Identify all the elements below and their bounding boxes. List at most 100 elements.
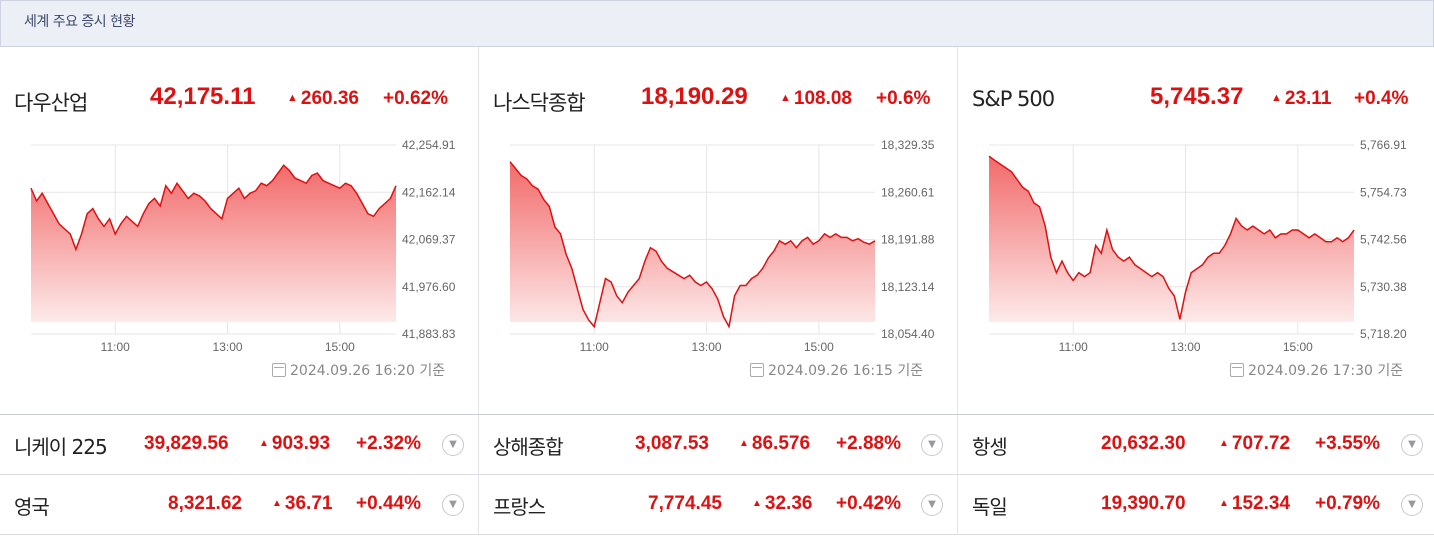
index-percent: +0.44% — [356, 493, 421, 514]
index-value: 3,087.53 — [635, 433, 709, 454]
up-triangle-icon: ▲ — [287, 92, 298, 104]
index-change: ▲ 32.36 — [752, 493, 813, 514]
timestamp: 2024.09.26 16:15 기준 — [750, 360, 923, 380]
series-area — [510, 161, 875, 327]
index-value: 19,390.70 — [1101, 493, 1186, 514]
series-line — [30, 164, 397, 252]
series-line — [988, 155, 1355, 320]
index-change: ▲ 86.576 — [739, 433, 811, 454]
index-panel-dow[interactable]: 다우산업 42,175.11 ▲ 260.36 +0.62% 42,254.91 4… — [0, 47, 479, 414]
up-triangle-icon: ▲ — [1271, 92, 1282, 104]
chevron-down-icon[interactable]: ▼ — [442, 494, 464, 516]
up-triangle-icon: ▲ — [1219, 498, 1229, 509]
x-tick-label: 11:00 — [580, 340, 609, 352]
x-tick-label: 15:00 — [1283, 340, 1313, 352]
calendar-icon — [1230, 363, 1244, 377]
index-percent: +2.88% — [836, 433, 901, 454]
y-tick-label: 42,162.14 — [402, 185, 456, 199]
index-change: ▲ 108.08 — [780, 88, 853, 109]
list-item-hangseng[interactable]: 항셍 20,632.30 ▲ 707.72 +3.55% ▼ — [958, 415, 1434, 475]
page-title: 세계 주요 증시 현황 — [24, 14, 135, 30]
x-tick-label: 15:00 — [325, 340, 355, 352]
calendar-icon — [750, 363, 764, 377]
y-tick-label: 5,718.20 — [1360, 327, 1407, 341]
index-value: 8,321.62 — [168, 493, 242, 514]
index-change: ▲ 152.34 — [1219, 493, 1291, 514]
up-triangle-icon: ▲ — [752, 498, 762, 509]
index-percent: +0.4% — [1354, 88, 1409, 109]
y-tick-label: 5,766.91 — [1360, 138, 1407, 152]
index-percent: +0.79% — [1315, 493, 1380, 514]
index-name: 영국 — [14, 495, 50, 519]
timestamp: 2024.09.26 16:20 기준 — [272, 360, 445, 380]
up-triangle-icon: ▲ — [272, 498, 282, 509]
chevron-down-icon[interactable]: ▼ — [1401, 494, 1423, 516]
y-tick-label: 5,730.38 — [1360, 280, 1407, 294]
index-change: ▲ 260.36 — [287, 88, 360, 109]
y-tick-label: 5,754.73 — [1360, 185, 1407, 199]
page-header: 세계 주요 증시 현황 — [0, 0, 1434, 47]
y-tick-label: 18,123.14 — [881, 280, 935, 294]
index-percent: +2.32% — [356, 433, 421, 454]
up-triangle-icon: ▲ — [780, 92, 791, 104]
up-triangle-icon: ▲ — [1219, 438, 1229, 449]
index-name: 상해종합 — [493, 435, 564, 459]
chevron-down-icon[interactable]: ▼ — [1401, 434, 1423, 456]
index-name: 항셍 — [972, 435, 1008, 459]
chevron-down-icon[interactable]: ▼ — [921, 434, 943, 456]
index-name: 프랑스 — [493, 495, 546, 519]
up-triangle-icon: ▲ — [739, 438, 749, 449]
index-percent: +0.6% — [876, 88, 931, 109]
y-tick-label: 18,054.40 — [881, 327, 935, 341]
series-area — [989, 156, 1354, 322]
index-value: 18,190.29 — [641, 83, 748, 110]
list-item-france[interactable]: 프랑스 7,774.45 ▲ 32.36 +0.42% ▼ — [479, 475, 958, 535]
index-percent: +0.62% — [383, 88, 448, 109]
index-name: S&P 500 — [972, 87, 1055, 111]
index-name: 나스닥종합 — [493, 91, 586, 115]
index-change: ▲ 23.11 — [1271, 88, 1332, 109]
index-value: 42,175.11 — [150, 83, 256, 110]
x-tick-label: 13:00 — [1171, 340, 1201, 352]
index-value: 5,745.37 — [1150, 83, 1244, 110]
y-tick-label: 18,329.35 — [881, 138, 935, 152]
index-chart: 42,254.91 42,162.14 42,069.37 41,976.60 41,8… — [30, 138, 456, 352]
index-name: 니케이 225 — [14, 435, 108, 459]
index-name: 독일 — [972, 495, 1008, 519]
y-tick-label: 18,260.61 — [881, 185, 935, 199]
list-item-shanghai[interactable]: 상해종합 3,087.53 ▲ 86.576 +2.88% ▼ — [479, 415, 958, 475]
index-percent: +3.55% — [1315, 433, 1380, 454]
index-chart: 5,766.91 5,754.73 5,742.56 5,730.38 5,718.20… — [988, 138, 1407, 352]
index-value: 20,632.30 — [1101, 433, 1186, 454]
index-change: ▲ 707.72 — [1219, 433, 1291, 454]
index-chart: 18,329.35 18,260.61 18,191.88 18,123.14 18,0… — [509, 138, 935, 352]
y-tick-label: 5,742.56 — [1360, 233, 1407, 247]
x-tick-label: 11:00 — [1059, 340, 1088, 352]
y-tick-label: 41,883.83 — [402, 327, 456, 341]
world-index-list: 니케이 225 39,829.56 ▲ 903.93 +2.32% ▼ 상해종합 … — [0, 414, 1434, 536]
list-item-nikkei[interactable]: 니케이 225 39,829.56 ▲ 903.93 +2.32% ▼ — [0, 415, 479, 475]
index-change: ▲ 36.71 — [272, 493, 333, 514]
calendar-icon — [272, 363, 286, 377]
list-item-germany[interactable]: 독일 19,390.70 ▲ 152.34 +0.79% ▼ — [958, 475, 1434, 535]
list-item-uk[interactable]: 영국 8,321.62 ▲ 36.71 +0.44% ▼ — [0, 475, 479, 535]
x-tick-label: 11:00 — [101, 340, 130, 352]
chevron-down-icon[interactable]: ▼ — [921, 494, 943, 516]
y-tick-label: 18,191.88 — [881, 233, 935, 247]
chevron-down-icon[interactable]: ▼ — [442, 434, 464, 456]
index-value: 7,774.45 — [648, 493, 722, 514]
y-tick-label: 42,069.37 — [402, 233, 456, 247]
index-change: ▲ 903.93 — [259, 433, 331, 454]
y-tick-label: 41,976.60 — [402, 280, 456, 294]
timestamp: 2024.09.26 17:30 기준 — [1230, 360, 1403, 380]
index-name: 다우산업 — [14, 91, 88, 115]
series-area — [31, 165, 396, 322]
index-value: 39,829.56 — [144, 433, 229, 454]
x-tick-label: 13:00 — [692, 340, 722, 352]
index-panel-sp500[interactable]: S&P 500 5,745.37 ▲ 23.11 +0.4% 5,766.91 5,… — [958, 47, 1434, 414]
index-panel-nasdaq[interactable]: 나스닥종합 18,190.29 ▲ 108.08 +0.6% 18,329.35 1… — [479, 47, 958, 414]
x-tick-label: 15:00 — [804, 340, 834, 352]
y-tick-label: 42,254.91 — [402, 138, 456, 152]
series-line — [509, 161, 876, 329]
index-percent: +0.42% — [836, 493, 901, 514]
